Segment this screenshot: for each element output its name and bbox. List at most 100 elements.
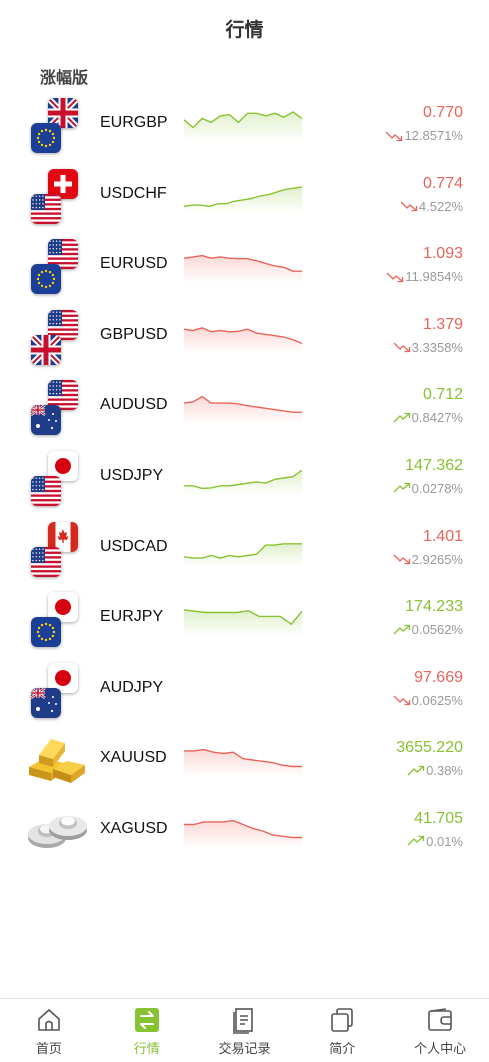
- quote-symbol: XAUUSD: [100, 749, 167, 767]
- tab-exchange[interactable]: 行情: [98, 999, 196, 1062]
- quote-change-value: 3.3358%: [411, 339, 463, 355]
- quote-price: 41.705: [414, 809, 463, 827]
- quote-price: 147.362: [405, 456, 463, 474]
- sparkline-chart: [183, 532, 302, 566]
- quote-symbol: USDJPY: [100, 466, 164, 484]
- quote-symbol: AUDUSD: [100, 396, 168, 414]
- tab-records[interactable]: 交易记录: [196, 999, 294, 1062]
- quote-change: 0.01%: [407, 834, 463, 849]
- quote-change: 11.9854%: [386, 269, 463, 284]
- quote-row-audusd[interactable]: AUDUSD 0.712 0.8427%: [0, 372, 489, 443]
- quote-row-gbpusd[interactable]: GBPUSD 1.379 3.3358%: [0, 302, 489, 373]
- trend-up-icon: [407, 835, 426, 847]
- trend-down-icon: [393, 341, 412, 353]
- quote-row-eurjpy[interactable]: EURJPY 174.233 0.0562%: [0, 584, 489, 655]
- sparkline-chart: [183, 320, 303, 354]
- quote-price: 3655.220: [396, 739, 463, 757]
- quote-symbol: USDCAD: [100, 537, 168, 555]
- sparkline-chart: [184, 461, 303, 495]
- gold-bars-icon: [25, 733, 89, 785]
- currency-pair-flags: [28, 239, 80, 295]
- trend-up-icon: [393, 482, 412, 494]
- flag-eu-icon: [31, 617, 61, 648]
- tab-label: 简介: [329, 1042, 356, 1057]
- currency-pair-flags: [28, 98, 80, 154]
- tab-wallet[interactable]: 个人中心: [391, 999, 489, 1062]
- quote-price: 0.770: [422, 104, 463, 121]
- trend-down-icon: [393, 553, 412, 565]
- trend-down-icon: [400, 200, 419, 212]
- flag-au-icon: [31, 405, 61, 436]
- quote-row-usdchf[interactable]: USDCHF 0.774 4.522%: [0, 161, 489, 232]
- page-title: 行情: [225, 18, 264, 41]
- home-icon: [35, 1006, 63, 1034]
- quote-row-eurgbp[interactable]: EURGBP 0.770 12.8571%: [0, 90, 489, 161]
- sparkline-chart: [183, 390, 302, 425]
- currency-pair-flags: [28, 309, 80, 366]
- quote-change-value: 0.01%: [426, 833, 463, 849]
- quote-row-audjpy[interactable]: AUDJPY 97.669 0.0625%: [0, 655, 489, 726]
- flag-us-icon: [31, 475, 61, 506]
- quote-symbol: EURGBP: [100, 114, 168, 131]
- quote-change-value: 0.0278%: [411, 480, 463, 496]
- quote-change-value: 2.9265%: [411, 551, 463, 567]
- quote-price: 97.669: [414, 668, 463, 686]
- quote-change: 0.8427%: [393, 410, 463, 425]
- currency-pair-flags: [28, 450, 80, 507]
- quote-change-value: 0.0562%: [411, 622, 463, 638]
- currency-pair-flags: [28, 168, 80, 225]
- sparkline-chart: [183, 179, 303, 213]
- quote-row-usdjpy[interactable]: USDJPY 147.362 0.0278%: [0, 443, 489, 514]
- flag-us-icon: [31, 546, 61, 577]
- quote-price: 1.401: [422, 527, 463, 545]
- flag-au-icon: [31, 687, 61, 718]
- trend-down-icon: [393, 694, 412, 706]
- exchange-icon: [133, 1006, 161, 1034]
- quote-change: 0.0562%: [393, 622, 463, 637]
- section-title: 涨幅版: [40, 68, 89, 87]
- currency-pair-flags: [28, 521, 80, 578]
- quote-symbol: USDCHF: [100, 184, 167, 202]
- sparkline-chart: [183, 602, 303, 637]
- quote-change-value: 12.8571%: [404, 128, 463, 143]
- quote-symbol: EURUSD: [100, 255, 168, 273]
- quote-row-xauusd[interactable]: XAUUSD 3655.220 0.38%: [0, 725, 489, 796]
- tab-intro[interactable]: 简介: [293, 999, 391, 1062]
- quote-row-usdcad[interactable]: USDCAD 1.401 2.9265%: [0, 514, 489, 585]
- quote-change: 3.3358%: [393, 340, 463, 355]
- tab-label: 首页: [35, 1042, 62, 1057]
- quote-change-value: 0.0625%: [411, 692, 463, 708]
- sparkline-chart: [184, 743, 302, 778]
- tab-label: 个人中心: [414, 1042, 467, 1057]
- quote-change: 4.522%: [400, 199, 463, 214]
- quote-row-eurusd[interactable]: EURUSD 1.093 11.9854%: [0, 231, 489, 302]
- quote-price: 0.712: [422, 386, 463, 404]
- quote-list: EURGBP 0.770 12.8571% USDCHF 0.774 4.522% EURU…: [0, 90, 489, 867]
- flag-eu-icon: [31, 264, 61, 295]
- sparkline-chart: [183, 249, 302, 284]
- quote-change: 0.0278%: [393, 481, 463, 496]
- flag-eu-icon: [31, 123, 61, 153]
- page-header: 行情: [0, 0, 489, 56]
- quote-symbol: AUDJPY: [100, 678, 164, 696]
- quote-change-value: 0.38%: [426, 763, 463, 779]
- tab-label: 行情: [133, 1042, 160, 1057]
- sparkline-chart: [184, 814, 302, 848]
- trend-up-icon: [393, 624, 412, 636]
- tab-home[interactable]: 首页: [0, 999, 98, 1062]
- quote-change: 0.38%: [407, 763, 463, 778]
- bottom-tab-bar: 首页 行情 交易记录 简介 个人中心: [0, 998, 489, 1062]
- quote-row-xagusd[interactable]: XAGUSD 41.705 0.01%: [0, 796, 489, 867]
- quote-symbol: EURJPY: [100, 608, 164, 626]
- quote-change-value: 0.8427%: [411, 410, 463, 426]
- quote-change: 12.8571%: [385, 128, 463, 143]
- quote-price: 1.379: [422, 315, 463, 333]
- flag-us-icon: [31, 193, 61, 224]
- flag-gb-icon: [31, 334, 61, 365]
- trend-up-icon: [407, 765, 426, 777]
- flag-us-icon: [48, 309, 78, 340]
- flag-gb-icon: [48, 98, 78, 128]
- trend-up-icon: [393, 412, 412, 424]
- quote-change-value: 11.9854%: [405, 269, 463, 285]
